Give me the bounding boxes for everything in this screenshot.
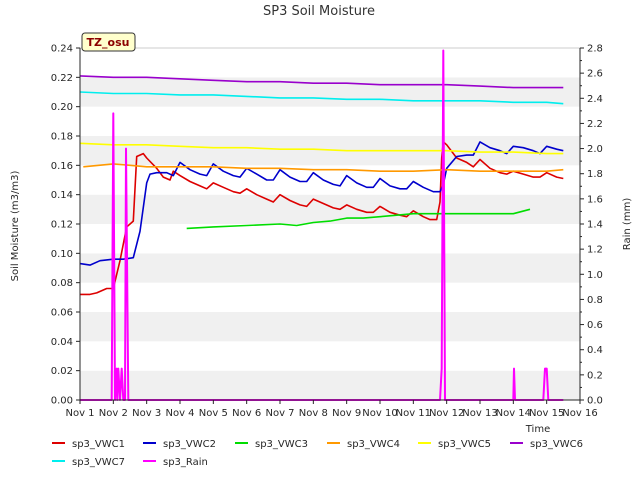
y-axis-label: Soil Moisture (m3/m3) — [10, 171, 21, 282]
y2-tick-label: 1.6 — [587, 194, 603, 205]
x-tick-label: Nov 4 — [165, 408, 194, 419]
y2-tick-label: 2.0 — [587, 144, 603, 155]
y-tick-label: 0.14 — [51, 190, 73, 201]
y-axis-right: 0.0 0.2 0.4 0.6 0.8 1.0 1.2 1.4 1.6 1.8 2.0 2.2 2.4 2… — [579, 44, 603, 407]
x-tick-label: Nov 15 — [529, 408, 564, 419]
y-tick-label: 0.04 — [51, 337, 73, 348]
y2-tick-label: 0.2 — [587, 370, 603, 381]
y-tick-label: 0.12 — [51, 220, 73, 231]
legend-label-sp3_VWC4: sp3_VWC4 — [347, 439, 400, 450]
y2-tick-label: 0.4 — [587, 345, 603, 356]
background-band — [80, 106, 580, 136]
y-tick-label: 0.20 — [51, 102, 73, 113]
x-tick-label: Nov 5 — [199, 408, 228, 419]
legend-label-sp3_VWC5: sp3_VWC5 — [438, 439, 491, 450]
legend-label-sp3_VWC1: sp3_VWC1 — [72, 439, 125, 450]
y-tick-label: 0.06 — [51, 308, 73, 319]
background-band — [80, 370, 580, 400]
chart-title: SP3 Soil Moisture — [263, 4, 375, 19]
background-band — [80, 224, 580, 254]
y-tick-label: 0.24 — [51, 44, 73, 55]
y2-tick-label: 1.2 — [587, 245, 603, 256]
x-axis: Nov 1 Nov 2 Nov 3 Nov 4 Nov 5 Nov 6 Nov 7 Nov 8… — [65, 399, 598, 419]
series-line-sp3_VWC1 — [80, 141, 564, 296]
y-tick-label: 0.02 — [51, 366, 73, 377]
background-band — [80, 312, 580, 342]
tz-badge-label: TZ_osu — [87, 36, 130, 49]
x-tick-label: Nov 3 — [132, 408, 161, 419]
legend-label-sp3_VWC7: sp3_VWC7 — [72, 457, 125, 468]
y2-tick-label: 2.4 — [587, 94, 603, 105]
y-tick-label: 0.18 — [51, 132, 73, 143]
legend-label-sp3_VWC2: sp3_VWC2 — [163, 439, 216, 450]
y2-tick-label: 0.0 — [587, 396, 603, 407]
x-tick-label: Nov 1 — [65, 408, 94, 419]
y-tick-label: 0.00 — [51, 396, 73, 407]
y-axis-left: 0.00 0.02 0.04 0.06 0.08 0.10 0.12 0.14 0.16 0.18… — [51, 44, 81, 407]
x-tick-label: Nov 6 — [232, 408, 261, 419]
y-tick-label: 0.16 — [51, 161, 73, 172]
series-line-sp3_VWC3 — [186, 208, 531, 230]
y-tick-label: 0.22 — [51, 73, 73, 84]
background-band — [80, 253, 580, 283]
legend: sp3_VWC1 sp3_VWC2 sp3_VWC3 sp3_VWC4 sp3_VWC5… — [52, 439, 583, 468]
series-line-sp3_VWC2 — [79, 141, 564, 266]
x-tick-label: Nov 9 — [332, 408, 361, 419]
background-band — [80, 282, 580, 312]
series-line-sp3_VWC5 — [79, 142, 564, 155]
x-tick-label: Nov 13 — [462, 408, 497, 419]
legend-label-sp3_VWC6: sp3_VWC6 — [530, 439, 583, 450]
y2-tick-label: 0.8 — [587, 295, 603, 306]
legend-label-sp3_Rain: sp3_Rain — [163, 457, 208, 468]
x-tick-label: Nov 12 — [429, 408, 464, 419]
y2-tick-label: 0.6 — [587, 320, 603, 331]
series-line-sp3_VWC6 — [79, 75, 564, 89]
y2-tick-label: 2.6 — [587, 69, 603, 80]
y-tick-label: 0.08 — [51, 278, 73, 289]
y-tick-label: 0.10 — [51, 249, 73, 260]
y2-tick-label: 1.0 — [587, 270, 603, 281]
x-tick-label: Nov 10 — [362, 408, 397, 419]
x-tick-label: Nov 14 — [496, 408, 531, 419]
x-tick-label: Nov 16 — [562, 408, 597, 419]
background-band — [80, 194, 580, 224]
x-tick-label: Nov 7 — [265, 408, 294, 419]
y2-tick-label: 1.4 — [587, 220, 603, 231]
background-band — [80, 48, 580, 78]
y2-tick-label: 2.8 — [587, 44, 603, 55]
plot-background-bands — [79, 47, 581, 401]
series-line-sp3_VWC7 — [79, 91, 564, 105]
y2-tick-label: 2.2 — [587, 119, 603, 130]
y2-axis-label: Rain (mm) — [622, 198, 633, 251]
x-tick-label: Nov 8 — [299, 408, 328, 419]
x-tick-label: Nov 2 — [99, 408, 128, 419]
series-line-sp3_VWC4 — [83, 163, 564, 172]
background-band — [80, 341, 580, 371]
x-tick-label: Nov 11 — [396, 408, 431, 419]
legend-label-sp3_VWC3: sp3_VWC3 — [255, 439, 308, 450]
y2-tick-label: 1.8 — [587, 169, 603, 180]
tz-badge: TZ_osu — [81, 32, 136, 52]
x-axis-label: Time — [525, 424, 550, 435]
